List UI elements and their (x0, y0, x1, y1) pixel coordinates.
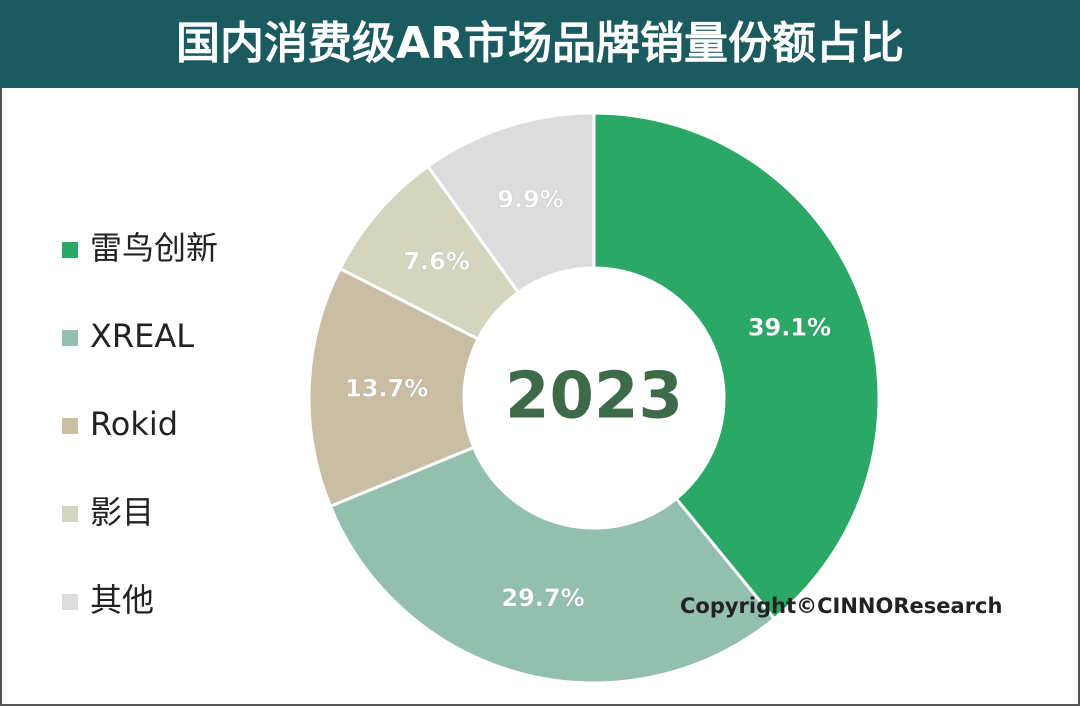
legend-label: 其他 (90, 581, 154, 619)
legend-label: Rokid (90, 405, 178, 443)
wedge (592, 111, 881, 621)
legend-swatch (62, 418, 78, 434)
legend-label: 影目 (90, 493, 154, 531)
legend-swatch (62, 594, 78, 610)
data-label: 13.7% (345, 375, 428, 403)
chart-title: 国内消费级AR市场品牌销量份额占比 (176, 18, 904, 69)
title-bar (0, 0, 1080, 88)
data-label: 7.6% (403, 248, 470, 276)
wedge (307, 266, 481, 509)
legend-swatch (62, 506, 78, 522)
legend-swatch (62, 242, 78, 258)
data-label: 29.7% (501, 584, 584, 612)
annotation: Copyright©CINNOResearch (680, 594, 1002, 618)
wedge (328, 445, 777, 685)
data-label: 9.9% (497, 185, 564, 213)
legend-label: 雷鸟创新 (90, 229, 218, 267)
center-label: 2023 (505, 360, 683, 434)
data-label: 39.1% (748, 313, 831, 341)
legend-label: XREAL (90, 317, 194, 355)
legend-swatch (62, 330, 78, 346)
wedge (425, 111, 596, 295)
